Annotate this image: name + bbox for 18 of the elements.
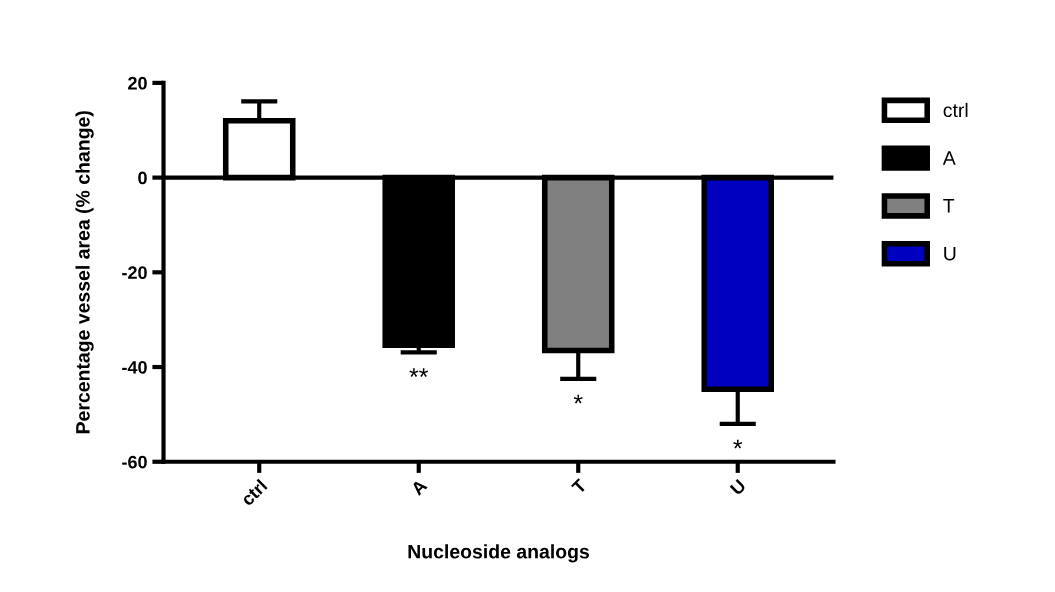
- x-tick-label: U: [729, 478, 747, 496]
- y-tick-label: -40: [122, 360, 147, 374]
- annotation: **: [409, 368, 429, 377]
- legend-label: ctrl: [943, 102, 968, 118]
- legend-label: A: [942, 151, 956, 165]
- y-tick-label: -20: [122, 266, 147, 280]
- x-tick-label: T: [571, 478, 588, 495]
- x-axis-title: Nucleoside analogs: [408, 544, 590, 563]
- x-tick-label: A: [410, 478, 428, 496]
- y-tick-label: -60: [122, 455, 147, 469]
- y-tick-label: 20: [128, 76, 147, 90]
- x-tick-label: ctrl: [239, 478, 268, 507]
- annotation: *: [573, 394, 583, 404]
- y-axis-title: Percentage vessel area (% change): [75, 111, 94, 434]
- y-tick-label: 0: [138, 171, 147, 185]
- annotation: *: [733, 439, 743, 449]
- legend-label: T: [943, 199, 955, 213]
- legend-label: U: [944, 246, 956, 261]
